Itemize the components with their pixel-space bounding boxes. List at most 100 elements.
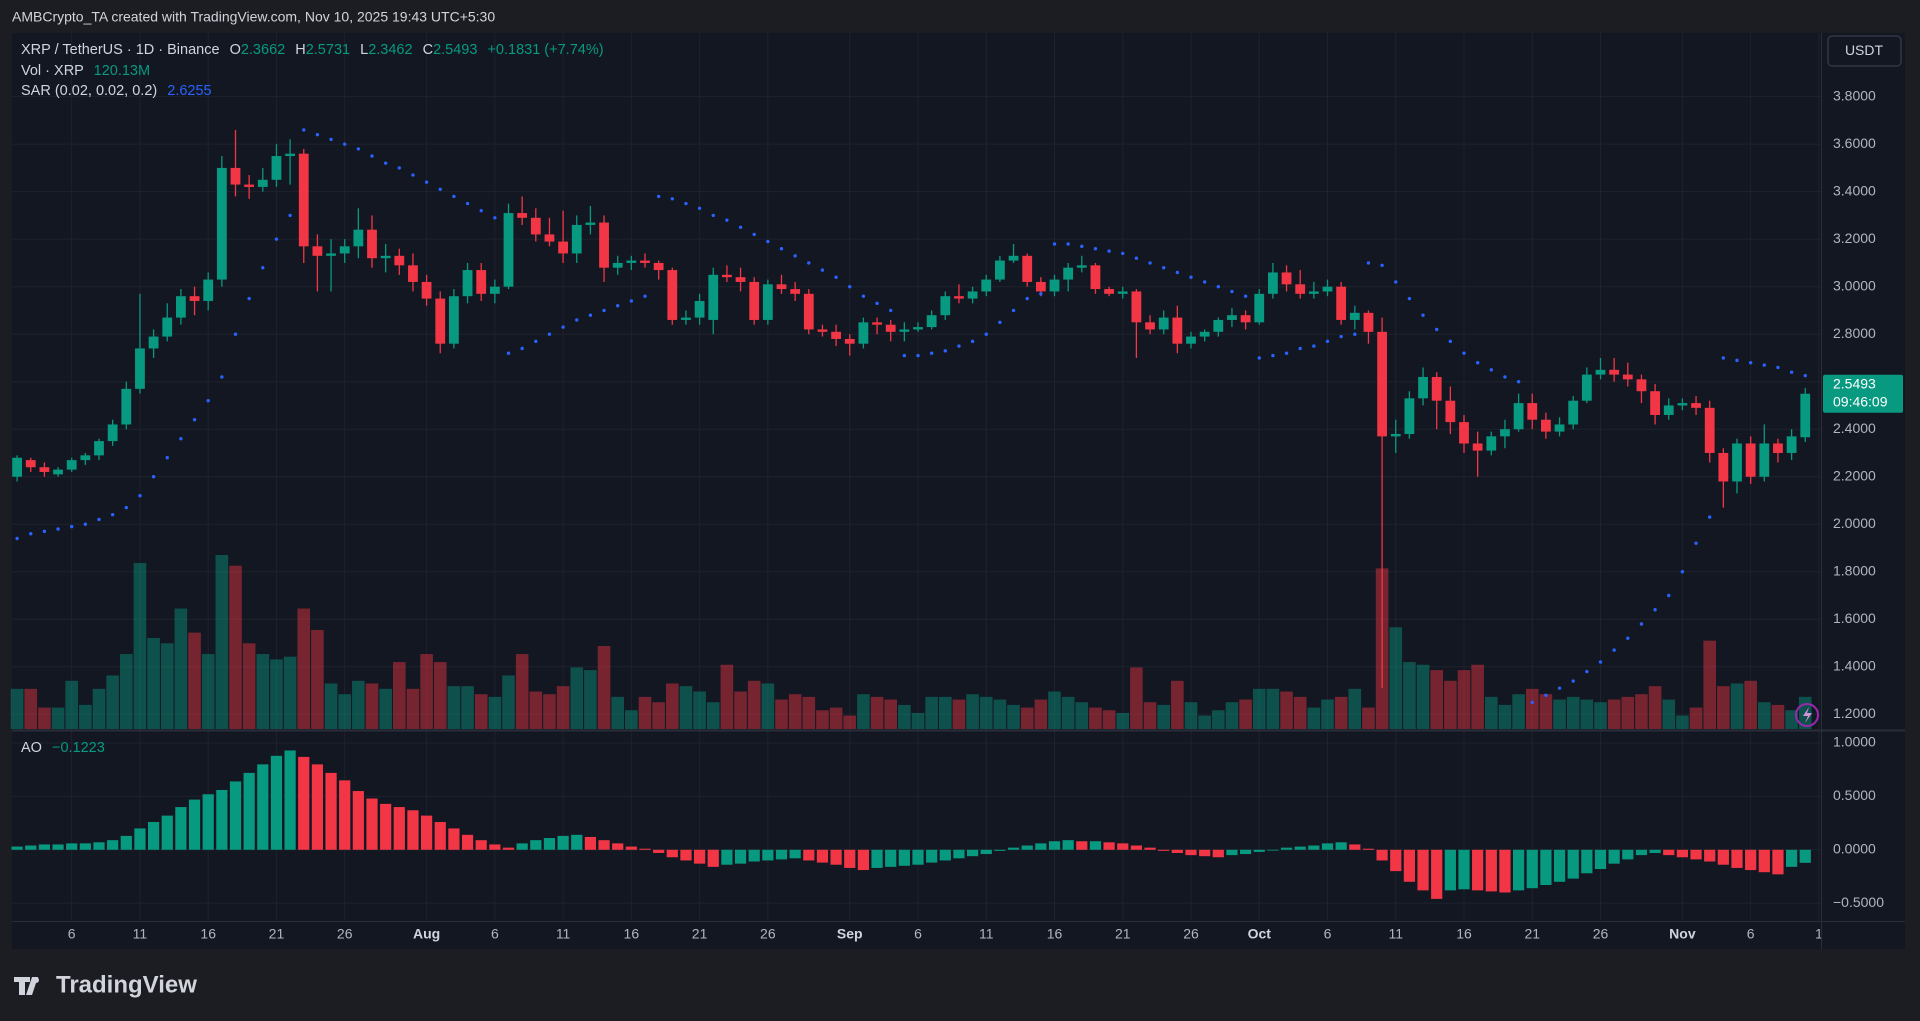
volume-bar	[270, 659, 283, 729]
candle-body	[981, 279, 992, 292]
sar-dot	[479, 208, 483, 213]
sar-dot	[56, 527, 60, 531]
candle-body	[353, 229, 364, 247]
ao-bar	[953, 849, 965, 859]
sar-dot	[1080, 244, 1084, 249]
volume-bar	[1416, 664, 1430, 729]
sar-dot	[1803, 373, 1807, 378]
volume-bar	[1362, 707, 1375, 729]
sar-dot	[1230, 289, 1234, 294]
ao-bar	[598, 840, 610, 850]
legend-key: O	[230, 42, 241, 58]
sar-dot	[807, 261, 811, 265]
sar-dot	[465, 201, 470, 206]
sar-dot	[424, 180, 429, 184]
sar-dot	[1776, 365, 1780, 370]
candle-body	[394, 255, 405, 266]
ao-bar	[1308, 845, 1320, 850]
volume-bar	[1075, 702, 1089, 729]
ao-bar	[898, 849, 910, 866]
volume-bar	[1252, 688, 1266, 729]
ao-bar	[1158, 849, 1170, 851]
volume-bar	[1485, 696, 1498, 729]
ao-bar	[52, 844, 64, 850]
candle-body	[449, 296, 459, 344]
ao-bar	[1185, 849, 1197, 856]
candle-body	[571, 224, 582, 254]
candle-body	[285, 153, 295, 157]
candle-body	[80, 455, 91, 461]
candle-body	[94, 441, 104, 456]
volume-bar	[433, 662, 447, 729]
volume-bar	[1621, 696, 1635, 729]
sar-dot	[861, 294, 866, 298]
sar-dot	[1243, 294, 1248, 298]
alert-icon[interactable]	[1795, 703, 1819, 727]
x-tick-label: 26	[1183, 926, 1199, 942]
ao-bar	[680, 849, 692, 861]
ao-bar	[1649, 849, 1661, 853]
logo-mark	[14, 977, 38, 995]
volume-bar	[898, 704, 911, 729]
volume-bar	[1662, 699, 1676, 729]
candle-body	[1240, 315, 1251, 323]
sar-dot	[1421, 313, 1425, 317]
candle-body	[1431, 376, 1442, 401]
ao-bar	[871, 849, 883, 868]
sar-dot	[547, 332, 552, 336]
volume	[10, 555, 1812, 729]
candle-body	[53, 469, 63, 475]
sar-dot	[438, 187, 442, 192]
volume-bar	[201, 654, 215, 729]
sar-dot	[302, 128, 306, 132]
sar-dot	[124, 505, 128, 510]
volume-bar	[1703, 640, 1716, 729]
candle-body	[995, 260, 1005, 280]
ao-bar	[1403, 849, 1415, 882]
ao-bar	[11, 846, 23, 850]
x-tick-label: 21	[1524, 926, 1540, 942]
sar-dot	[1202, 280, 1207, 284]
y-tick-label: 2.2000	[1833, 467, 1876, 483]
currency-label[interactable]: USDT	[1845, 42, 1884, 58]
sar-dot	[411, 173, 415, 177]
candle-body	[503, 213, 514, 287]
candle-body	[1172, 317, 1183, 344]
x-tick-label: 6	[68, 926, 76, 942]
ao-bar	[1676, 849, 1688, 858]
candle-body	[599, 222, 609, 268]
sar-dot	[902, 353, 907, 358]
ao-bar	[1226, 849, 1238, 856]
currency-button[interactable]	[1827, 35, 1902, 67]
x-tick-label: Aug	[413, 926, 440, 942]
sar-dot	[602, 308, 606, 313]
candle-body	[1500, 429, 1510, 437]
x-tick-label: 16	[624, 926, 640, 942]
ao-bar	[366, 798, 378, 850]
volume-bar	[1471, 664, 1484, 729]
sar-dot	[1134, 256, 1139, 260]
candle-body	[1008, 255, 1019, 261]
sar-dot	[1107, 249, 1111, 253]
ao-bar	[188, 799, 201, 850]
candle-body	[762, 284, 773, 320]
legend-volume: Vol · XRP 120.13M	[21, 63, 150, 79]
volume-bar	[242, 643, 256, 729]
sar-dot	[1052, 242, 1057, 246]
volume-bar	[857, 694, 870, 729]
volume-bar	[979, 696, 993, 729]
ao-bar	[161, 815, 173, 850]
x-tick-label: 26	[337, 926, 353, 942]
ao-bar	[625, 846, 637, 850]
volume-bar	[720, 664, 734, 729]
volume-bar	[133, 563, 147, 729]
ao-bar	[120, 835, 132, 850]
sar	[15, 128, 1807, 705]
candle-body	[1445, 400, 1456, 423]
sar-dot	[192, 418, 197, 422]
sar-dot	[616, 303, 620, 308]
volume-bar	[1143, 702, 1157, 729]
volume-bar	[1771, 704, 1785, 729]
sar-dot	[779, 246, 784, 251]
